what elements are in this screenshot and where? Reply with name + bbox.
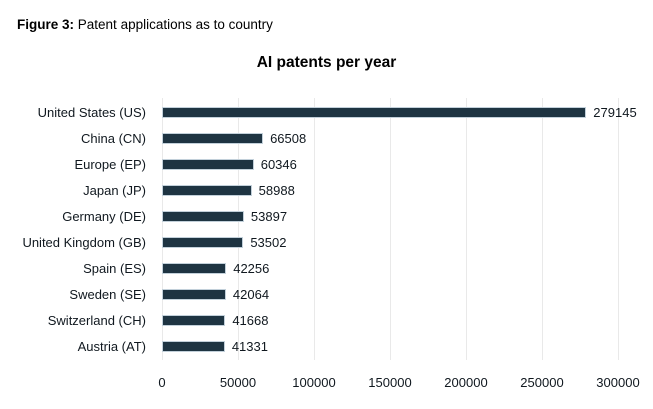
category-label: Japan (JP) xyxy=(83,183,146,198)
bar xyxy=(162,341,225,352)
gridline xyxy=(618,98,619,360)
bar xyxy=(162,263,227,274)
bar xyxy=(162,185,252,196)
bar-value-label: 42256 xyxy=(233,261,270,276)
category-label: Austria (AT) xyxy=(77,339,146,354)
figure-caption: Figure 3: Patent applications as to coun… xyxy=(2,2,273,47)
chart-title: AI patents per year xyxy=(256,54,397,71)
bar-value-label: 42064 xyxy=(232,287,270,302)
bar xyxy=(162,211,244,222)
gridline xyxy=(238,98,239,360)
figure-caption-label: Figure 3: xyxy=(17,17,75,32)
category-label: Spain (ES) xyxy=(83,261,146,276)
bar-value-label: 60346 xyxy=(260,157,297,172)
x-tick-label: 300000 xyxy=(596,375,640,390)
bar xyxy=(162,133,264,144)
category-label: Switzerland (CH) xyxy=(47,313,146,328)
bar xyxy=(162,315,226,326)
x-tick-label: 250000 xyxy=(520,375,564,390)
category-label: Sweden (SE) xyxy=(69,287,146,302)
bar xyxy=(162,107,587,118)
gridline xyxy=(314,98,315,360)
x-tick-label: 150000 xyxy=(368,375,412,390)
bar-value-label: 41668 xyxy=(232,313,269,328)
bar-value-label: 53502 xyxy=(250,235,287,250)
bar xyxy=(162,159,254,170)
bar-value-label: 58988 xyxy=(258,183,295,198)
bar-value-label: 41331 xyxy=(231,339,268,354)
bar xyxy=(162,289,226,300)
figure-caption-text: Patent applications as to country xyxy=(74,17,273,32)
category-label: United States (US) xyxy=(37,105,146,120)
category-label: Europe (EP) xyxy=(74,157,146,172)
gridline xyxy=(466,98,467,360)
x-tick-label: 100000 xyxy=(292,375,336,390)
gridline xyxy=(542,98,543,360)
category-label: China (CN) xyxy=(80,131,146,146)
bar xyxy=(162,237,244,248)
category-label: United Kingdom (GB) xyxy=(22,235,146,250)
category-label: Germany (DE) xyxy=(62,209,146,224)
x-tick-label: 0 xyxy=(158,375,166,390)
bar-value-label: 66508 xyxy=(270,131,307,146)
gridline xyxy=(162,98,163,360)
bar-value-label: 279145 xyxy=(593,105,637,120)
bar-value-label: 53897 xyxy=(250,209,288,224)
x-tick-label: 50000 xyxy=(219,375,257,390)
gridline xyxy=(390,98,391,360)
x-tick-label: 200000 xyxy=(444,375,488,390)
